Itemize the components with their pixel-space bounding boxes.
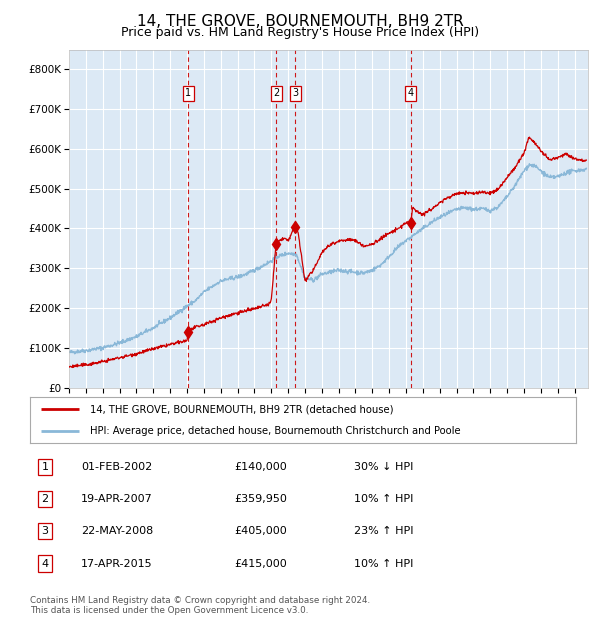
Text: 17-APR-2015: 17-APR-2015 <box>81 559 152 569</box>
Text: 10% ↑ HPI: 10% ↑ HPI <box>354 494 413 504</box>
Text: 2: 2 <box>41 494 49 504</box>
Text: 2: 2 <box>273 88 280 99</box>
Text: 23% ↑ HPI: 23% ↑ HPI <box>354 526 413 536</box>
Text: 14, THE GROVE, BOURNEMOUTH, BH9 2TR: 14, THE GROVE, BOURNEMOUTH, BH9 2TR <box>137 14 463 29</box>
Text: Contains HM Land Registry data © Crown copyright and database right 2024.
This d: Contains HM Land Registry data © Crown c… <box>30 596 370 615</box>
Text: 19-APR-2007: 19-APR-2007 <box>81 494 153 504</box>
Text: Price paid vs. HM Land Registry's House Price Index (HPI): Price paid vs. HM Land Registry's House … <box>121 26 479 39</box>
Text: 01-FEB-2002: 01-FEB-2002 <box>81 462 152 472</box>
Text: 10% ↑ HPI: 10% ↑ HPI <box>354 559 413 569</box>
Text: HPI: Average price, detached house, Bournemouth Christchurch and Poole: HPI: Average price, detached house, Bour… <box>90 426 461 436</box>
Text: £359,950: £359,950 <box>234 494 287 504</box>
Text: 30% ↓ HPI: 30% ↓ HPI <box>354 462 413 472</box>
Text: 3: 3 <box>41 526 49 536</box>
Text: 22-MAY-2008: 22-MAY-2008 <box>81 526 153 536</box>
Text: 14, THE GROVE, BOURNEMOUTH, BH9 2TR (detached house): 14, THE GROVE, BOURNEMOUTH, BH9 2TR (det… <box>90 404 394 414</box>
Text: 4: 4 <box>408 88 414 99</box>
Text: 1: 1 <box>185 88 191 99</box>
Text: £140,000: £140,000 <box>234 462 287 472</box>
Text: £415,000: £415,000 <box>234 559 287 569</box>
Text: 4: 4 <box>41 559 49 569</box>
Text: £405,000: £405,000 <box>234 526 287 536</box>
Text: 1: 1 <box>41 462 49 472</box>
Text: 3: 3 <box>292 88 298 99</box>
